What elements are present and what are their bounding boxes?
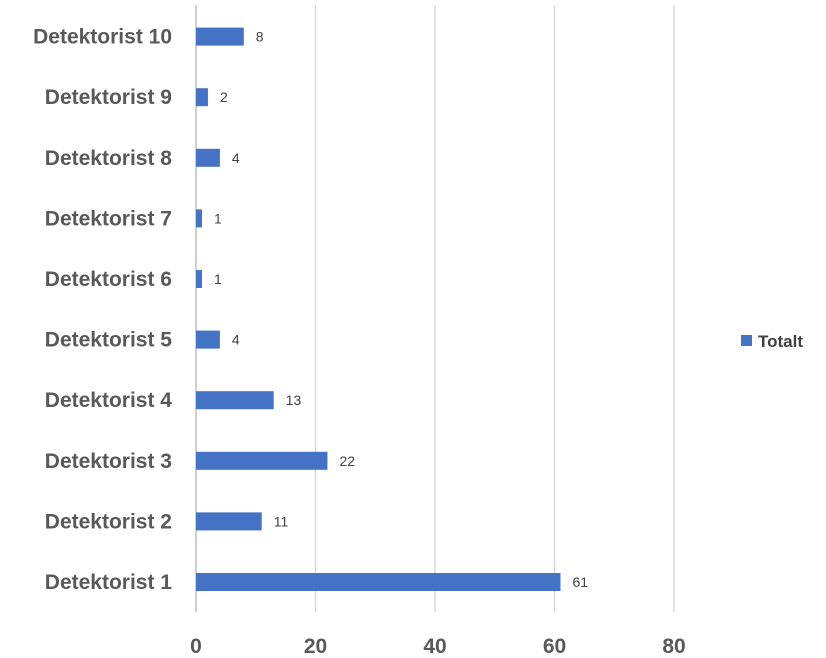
bar-detektorist-7 (196, 209, 202, 228)
data-label-detektorist-7: 1 (214, 210, 222, 226)
data-label-detektorist-1: 61 (572, 574, 588, 590)
data-label-detektorist-10: 8 (256, 29, 264, 45)
category-label-detektorist-7: Detektorist 7 (45, 207, 172, 230)
category-label-detektorist-5: Detektorist 5 (45, 329, 173, 352)
category-label-detektorist-1: Detektorist 1 (45, 571, 173, 594)
bar-detektorist-5 (196, 330, 220, 349)
bar-detektorist-10 (196, 27, 244, 46)
category-label-detektorist-6: Detektorist 6 (45, 268, 172, 291)
data-label-detektorist-8: 4 (232, 150, 240, 166)
data-label-detektorist-9: 2 (220, 89, 228, 105)
x-tick-label-80: 80 (662, 635, 685, 658)
legend-swatch (741, 335, 752, 346)
category-label-detektorist-10: Detektorist 10 (33, 26, 172, 49)
category-label-detektorist-9: Detektorist 9 (45, 86, 172, 109)
bar-detektorist-6 (196, 270, 202, 288)
legend: Totalt (741, 332, 803, 351)
bar-detektorist-2 (196, 512, 262, 531)
data-label-detektorist-5: 4 (232, 332, 240, 348)
bar-detektorist-9 (196, 88, 208, 107)
x-axis-tick-labels: 0 20 40 60 80 (190, 635, 686, 658)
data-label-detektorist-6: 1 (214, 271, 222, 287)
x-tick-label-20: 20 (304, 635, 327, 658)
x-tick-label-0: 0 (190, 635, 202, 658)
bar-detektorist-8 (196, 148, 220, 167)
category-labels: Detektorist 1 Detektorist 2 Detektorist 3 D… (33, 26, 172, 594)
data-label-detektorist-2: 11 (274, 513, 289, 529)
bar-detektorist-1 (196, 573, 561, 591)
bars (196, 27, 561, 591)
data-label-detektorist-3: 22 (339, 453, 355, 469)
gridlines (195, 5, 675, 612)
category-label-detektorist-2: Detektorist 2 (45, 510, 172, 533)
category-label-detektorist-4: Detektorist 4 (45, 389, 173, 412)
data-label-detektorist-4: 13 (286, 392, 302, 408)
category-label-detektorist-8: Detektorist 8 (45, 147, 173, 170)
bar-detektorist-4 (196, 391, 274, 410)
x-tick-label-60: 60 (543, 635, 566, 658)
legend-label-totalt: Totalt (758, 332, 803, 351)
bar-detektorist-3 (196, 451, 328, 470)
x-tick-label-40: 40 (423, 635, 446, 658)
category-label-detektorist-3: Detektorist 3 (45, 450, 172, 473)
